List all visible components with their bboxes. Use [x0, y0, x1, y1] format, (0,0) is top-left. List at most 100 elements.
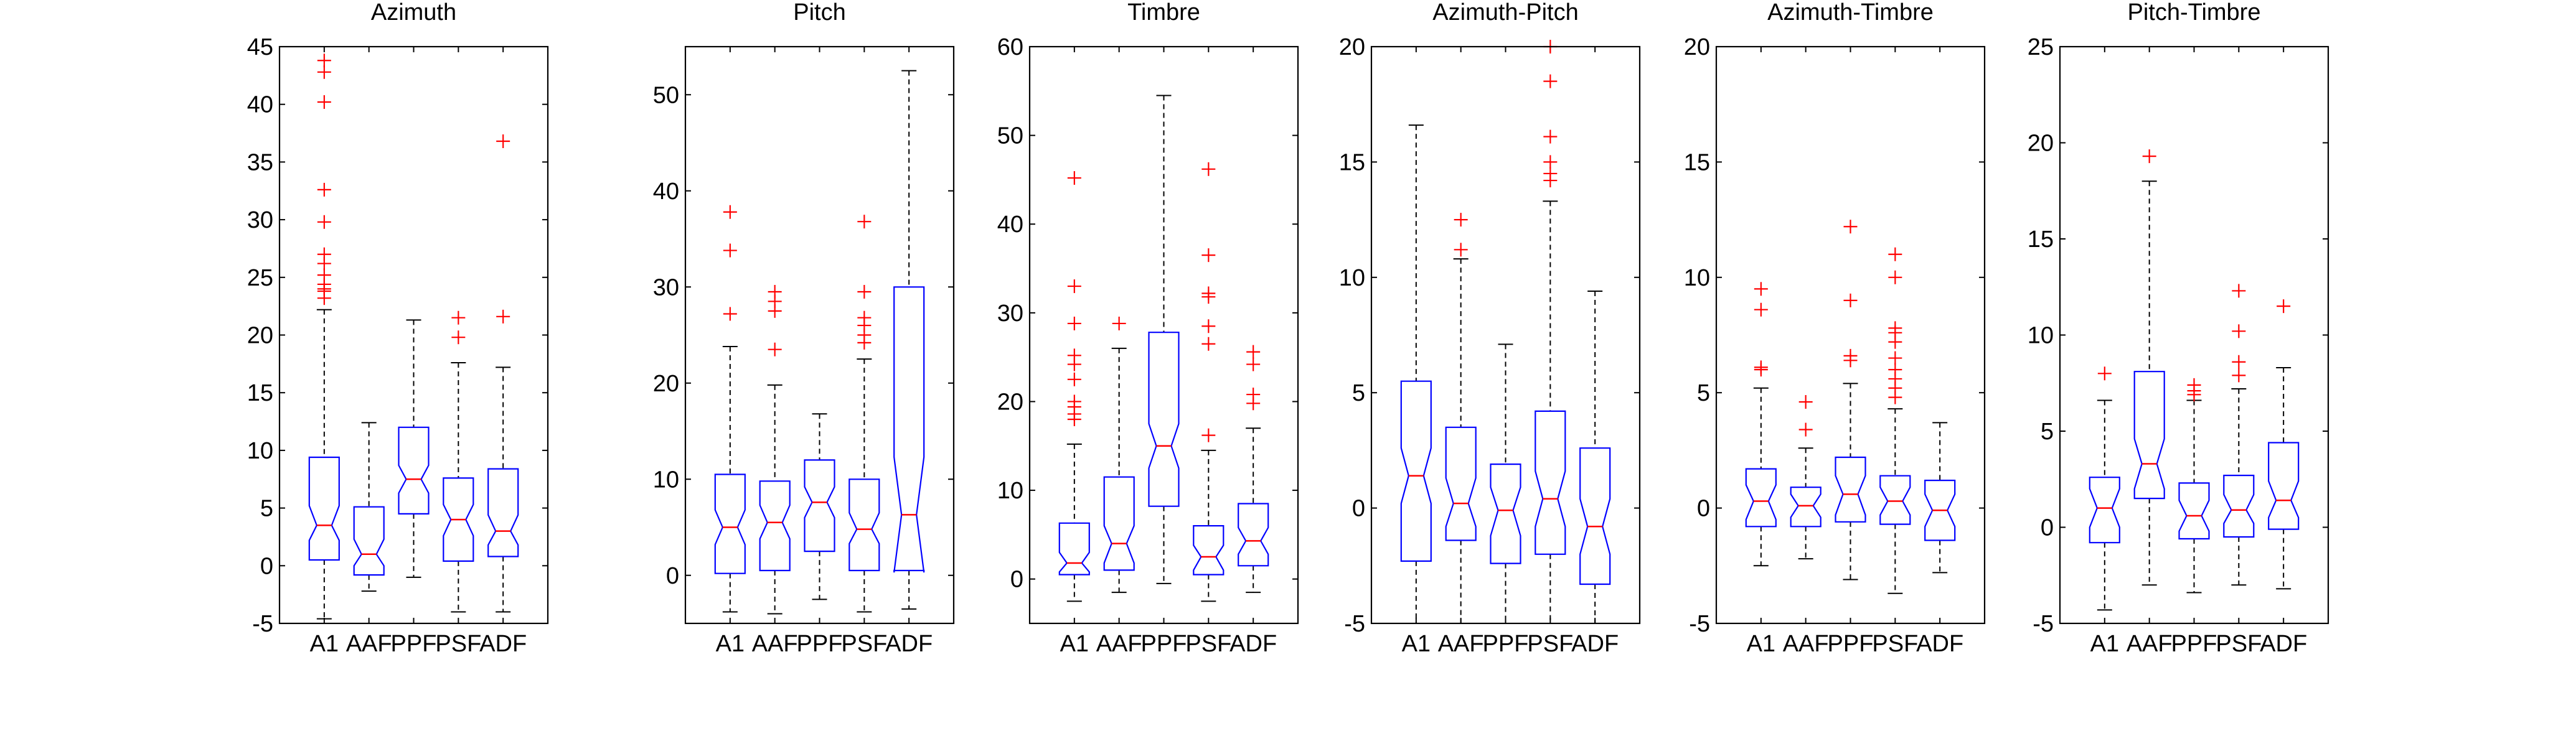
- box-ADF: [1579, 291, 1611, 624]
- box-AAF: [2133, 149, 2165, 586]
- chart-title: Azimuth-Timbre: [1767, 0, 1934, 26]
- outlier-marker: [1201, 248, 1216, 263]
- outlier-marker: [1888, 363, 1902, 377]
- box-PSF: [848, 215, 880, 613]
- outlier-marker: [2232, 368, 2246, 383]
- box-A1: [1745, 282, 1777, 567]
- notched-box: [1745, 468, 1777, 528]
- x-tick-label: A1: [2090, 631, 2119, 657]
- x-tick-label: AAF: [1096, 631, 1142, 657]
- notched-box: [2089, 477, 2120, 544]
- y-tick-label: 45: [247, 34, 273, 60]
- notched-box: [1579, 447, 1611, 585]
- x-tick-label: A1: [1747, 631, 1775, 657]
- outlier-marker: [1246, 345, 1261, 359]
- box-PPF: [1490, 343, 1521, 624]
- x-tick-label: AAF: [1438, 631, 1484, 657]
- y-tick-label: 5: [1697, 380, 1710, 406]
- x-tick-label: PSF: [435, 631, 481, 657]
- y-tick-label: 10: [653, 467, 679, 493]
- chart-panel: Azimuth -5 0 5 10 15 20 25 30 35 40 45 A1 AAFPPFPSFAD…: [247, 0, 549, 657]
- outlier-marker: [1067, 171, 1081, 185]
- y-tick-label: 50: [997, 123, 1023, 149]
- x-tick-label: A1: [716, 631, 745, 657]
- outlier-marker: [1112, 316, 1126, 330]
- x-tick-label: PSF: [2216, 631, 2262, 657]
- box-ADF: [2268, 299, 2300, 590]
- y-tick-label: -5: [1689, 611, 1710, 637]
- y-tick-label: 0: [1352, 496, 1365, 522]
- box-PPF: [1835, 220, 1866, 580]
- x-tick-label: AAF: [1783, 631, 1829, 657]
- outlier-marker: [768, 284, 782, 299]
- outlier-marker: [451, 330, 466, 345]
- chart-title: Pitch-Timbre: [2128, 0, 2261, 26]
- y-tick-label: 25: [2028, 34, 2054, 60]
- outlier-marker: [317, 95, 331, 109]
- x-tick-label: AAF: [2127, 631, 2173, 657]
- notched-box: [759, 480, 791, 572]
- outlier-marker: [1454, 243, 1468, 257]
- plot-frame: [2059, 45, 2329, 625]
- outlier-marker: [1798, 422, 1813, 437]
- y-tick-label: 10: [997, 478, 1023, 504]
- notched-box: [1148, 332, 1180, 507]
- x-tick-label: PPF: [1483, 631, 1529, 657]
- x-tick-label: PPF: [2171, 631, 2217, 657]
- y-tick-label: 0: [666, 563, 679, 589]
- outlier-marker: [1067, 372, 1081, 386]
- box-PSF: [443, 310, 474, 613]
- y-tick-label: 25: [247, 265, 273, 291]
- x-tick-label: ADF: [1916, 631, 1963, 657]
- box-PPF: [804, 413, 835, 600]
- outlier-marker: [857, 215, 872, 229]
- x-tick-label: A1: [1060, 631, 1089, 657]
- outlier-marker: [1201, 162, 1216, 176]
- notched-box: [1535, 410, 1566, 555]
- y-tick-label: -5: [2033, 611, 2054, 637]
- chart-title: Azimuth-Pitch: [1432, 0, 1578, 26]
- notched-box: [1238, 503, 1269, 567]
- y-tick-label: 35: [247, 149, 273, 175]
- outlier-marker: [1246, 357, 1261, 371]
- outlier-marker: [317, 247, 331, 261]
- notched-box: [1400, 380, 1432, 562]
- box-PPF: [2178, 378, 2210, 594]
- y-tick-label: 10: [1339, 265, 1365, 291]
- y-tick-label: 10: [2028, 323, 2054, 349]
- x-tick-label: PPF: [1828, 631, 1874, 657]
- y-tick-label: 20: [247, 323, 273, 349]
- y-tick-label: 20: [997, 389, 1023, 415]
- y-tick-label: 60: [997, 34, 1023, 60]
- outlier-marker: [1888, 321, 1902, 335]
- y-tick-label: 40: [247, 92, 273, 118]
- y-tick-label: 20: [1339, 34, 1365, 60]
- outlier-marker: [1843, 293, 1858, 307]
- outlier-marker: [2232, 284, 2246, 298]
- notched-box: [2268, 442, 2300, 530]
- y-tick-label: 10: [1684, 265, 1710, 291]
- outlier-marker: [1543, 74, 1558, 88]
- chart-title: Pitch: [793, 0, 845, 26]
- box-ADF: [893, 70, 925, 610]
- y-tick-label: 0: [1010, 567, 1023, 593]
- box-ADF: [487, 134, 519, 613]
- y-tick-label: 15: [1684, 149, 1710, 175]
- y-tick-label: 50: [653, 82, 679, 108]
- outlier-marker: [1067, 348, 1081, 363]
- outlier-marker: [1798, 395, 1813, 409]
- plot-frame: [278, 45, 549, 625]
- notched-box: [398, 426, 430, 515]
- outlier-marker: [317, 268, 331, 282]
- x-tick-label: PPF: [391, 631, 437, 657]
- x-tick-label: A1: [1402, 631, 1431, 657]
- plot-frame: [1715, 45, 1986, 625]
- notched-box: [1924, 479, 1956, 541]
- outlier-marker: [768, 342, 782, 356]
- box-AAF: [1790, 395, 1822, 560]
- x-tick-label: PSF: [841, 631, 887, 657]
- box-AAF: [1103, 316, 1135, 594]
- x-tick-label: PSF: [1872, 631, 1918, 657]
